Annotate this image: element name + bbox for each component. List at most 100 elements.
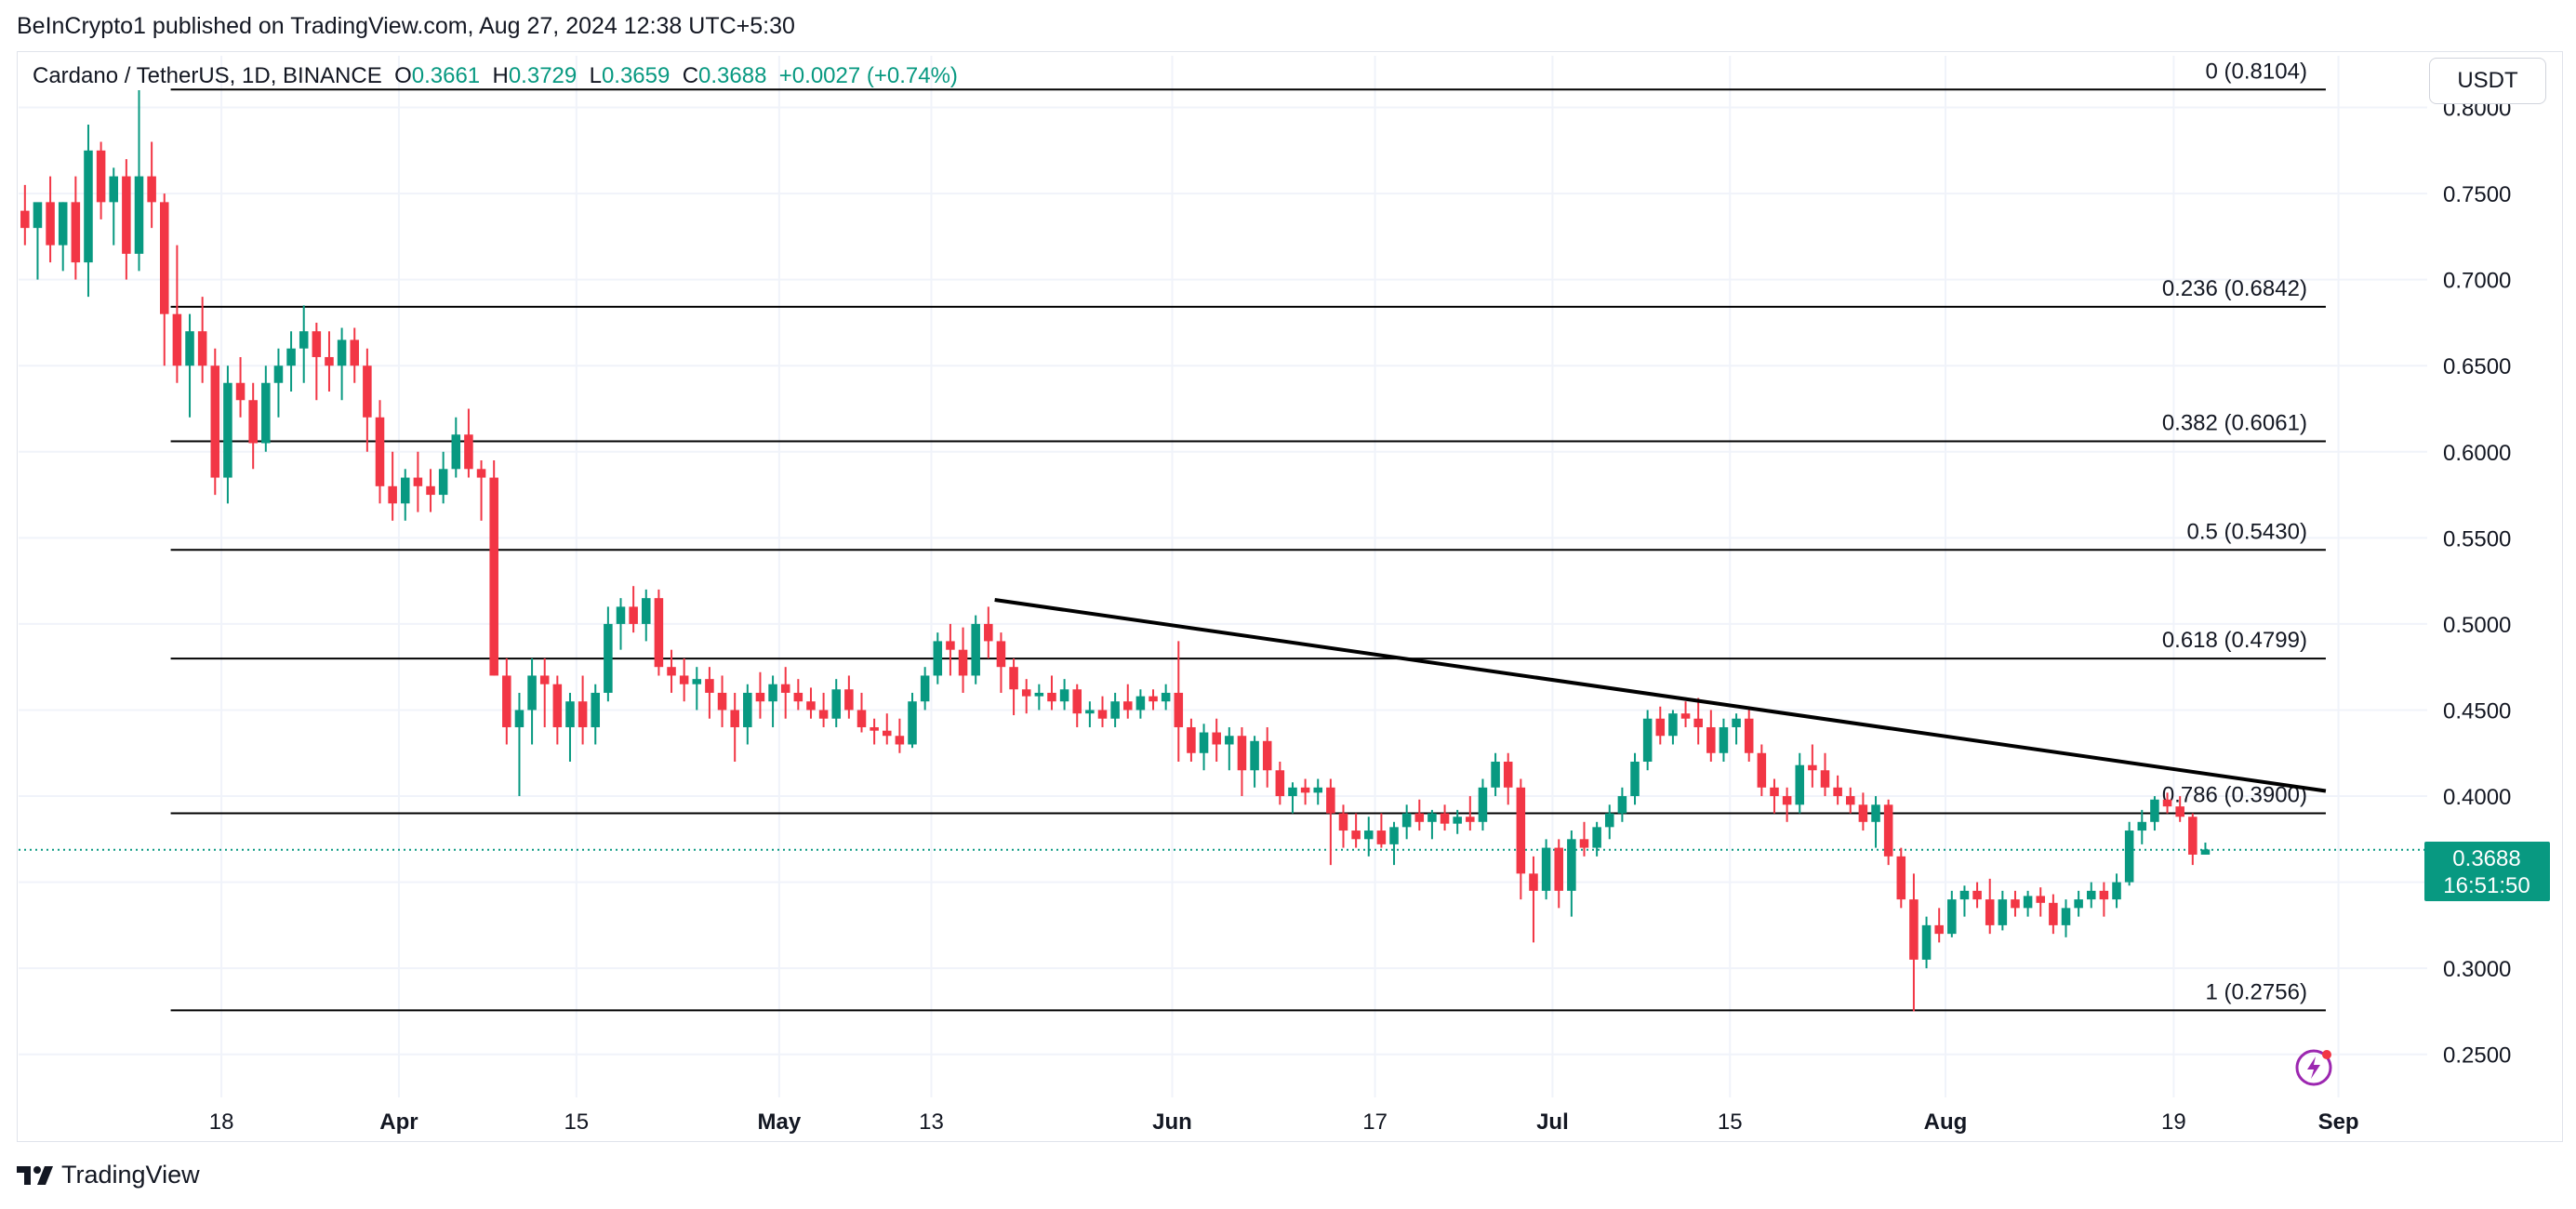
candle-body [261,382,271,444]
candle-body [325,356,334,366]
candle-body [679,675,689,684]
candle-body [2074,899,2083,909]
time-axis: 18 Apr 15 May 13 Jun 17 Jul 15 Aug 19 Sep [209,1109,2359,1135]
candle-body [1871,804,1880,822]
open-label: O [394,63,412,88]
candle-body [2124,830,2134,883]
candle-body [1693,718,1703,727]
candle-body [1706,726,1716,753]
candle-body [1554,847,1564,891]
candle-body [1199,732,1209,753]
candle-body [1034,692,1044,697]
candle-body [84,150,93,263]
candle-body [1338,813,1348,831]
candle-body [58,202,68,246]
candle-body [1453,817,1462,824]
symbol-legend: Cardano / TetherUS, 1D, BINANCE O0.3661 … [33,63,958,89]
candle-body [223,382,232,478]
candle-body [604,623,613,693]
candle-body [984,623,993,642]
chart-frame[interactable] [17,51,2563,1142]
fib-level-label: 0 (0.8104) [2206,59,2307,84]
candle-body [667,667,676,676]
x-tick-label: Apr [379,1109,418,1135]
candle-body [1808,764,1817,771]
candle-body [629,606,638,624]
price-tag-countdown: 16:51:50 [2443,873,2530,898]
y-tick-label: 0.6500 [2443,354,2511,379]
low-value: 0.3659 [601,63,671,88]
candle-body [1097,710,1108,719]
candle-body [451,434,461,470]
candle-body [870,726,879,731]
candle-body [1212,732,1221,745]
candle-body [2200,849,2211,855]
currency-button[interactable]: USDT [2429,58,2546,104]
candle-body [565,701,575,727]
candle-body [1161,692,1171,702]
candle-body [1225,736,1234,745]
candle-body [958,649,968,676]
flash-icon[interactable] [2293,1045,2336,1093]
candle-body [2175,806,2184,817]
candle-body [286,348,296,366]
candle-body [1921,924,1932,960]
candle-body [831,689,842,719]
x-tick-label: Jun [1152,1109,1192,1135]
candle-body [844,689,854,711]
candle-body [1414,813,1425,822]
candle-body [2023,896,2033,909]
candle-body [717,692,727,711]
candle-body [1047,692,1056,702]
candle-body [527,675,537,711]
candle-body [1503,762,1513,788]
candle-body [426,485,435,496]
candle-body [2086,890,2096,900]
candle-body [2162,799,2172,807]
tradingview-logo[interactable]: TradingView [17,1161,200,1189]
candle-body [1491,762,1500,788]
price-tag-price: 0.3688 [2452,846,2520,871]
candle-body [793,692,803,702]
candle-body [147,176,156,203]
candle-body [2061,908,2071,925]
candle-body [2137,821,2147,831]
candle-body [971,623,980,676]
symbol-name[interactable]: Cardano / TetherUS, 1D, BINANCE [33,63,382,88]
candle-body [1757,752,1767,788]
candle-body [578,701,588,727]
candle-body [1300,787,1310,793]
candle-body [1009,667,1018,690]
candle-body [692,679,702,684]
high-value: 0.3729 [508,63,578,88]
candle-body [1187,726,1196,753]
y-tick-label: 0.3000 [2443,957,2511,982]
candle-body [1642,718,1653,763]
candle-body [185,331,194,366]
candle-body [1719,726,1729,753]
trendline-layer [994,598,2327,793]
candle-body [248,400,258,444]
x-tick-label: 17 [1362,1109,1388,1135]
candle-body [882,730,892,737]
candle-body [2049,902,2058,925]
y-tick-label: 0.7500 [2443,182,2511,207]
candle-body [464,434,473,470]
candle-body [1947,899,1957,935]
candle-body [350,339,360,366]
candlestick-chart[interactable]: 0 (0.8104) 0.236 (0.6842) 0.382 (0.6061) 0.… [0,0,2576,1144]
candle-body [363,365,372,418]
x-tick-label: 19 [2161,1109,2186,1135]
candle-body [806,701,816,711]
candle-body [122,176,131,254]
candle-body [1795,764,1805,805]
candle-body [1363,830,1374,840]
candle-body [1250,740,1259,771]
x-tick-label: 13 [919,1109,944,1135]
candle-body [730,710,739,727]
candle-body [33,202,43,229]
candle-body [1820,770,1830,788]
candle-body [71,202,81,263]
candle-body [946,641,955,650]
candles [20,90,2211,1012]
